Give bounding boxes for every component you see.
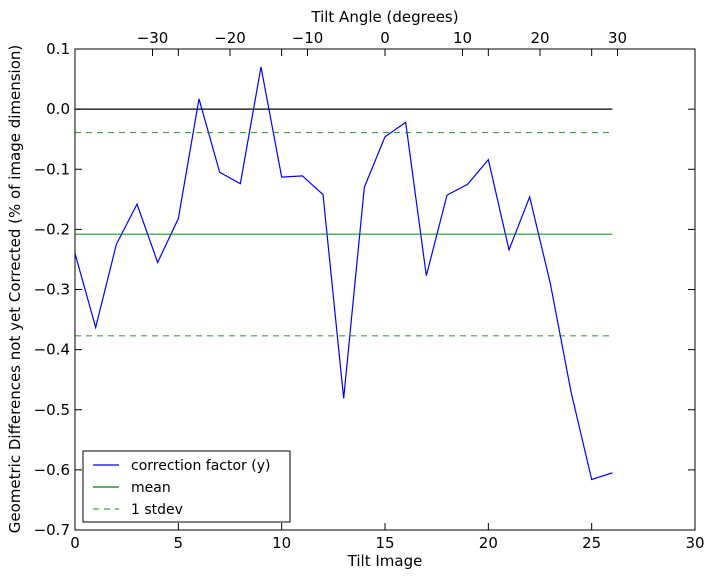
legend-label-mean: mean	[131, 480, 171, 496]
y-tick-label: −0.2	[34, 220, 70, 238]
y-tick-label: −0.1	[34, 160, 70, 178]
x-axis-title: Tilt Image	[347, 552, 423, 570]
y-tick-label: −0.7	[34, 521, 70, 539]
x2-tick-label: 0	[380, 29, 390, 47]
y-tick-label: −0.3	[34, 281, 70, 299]
series-line-0	[74, 66, 613, 481]
y-tick-label: 0.1	[46, 40, 70, 58]
legend: correction factor (y) mean 1 stdev	[82, 450, 291, 523]
x-tick-label: 30	[685, 534, 704, 552]
x-tick-label: 20	[479, 534, 498, 552]
top-axis-title: Tilt Angle (degrees)	[310, 8, 458, 26]
legend-label-correction: correction factor (y)	[131, 458, 270, 474]
y-tick-label: −0.5	[34, 401, 70, 419]
x2-tick-label: 10	[453, 29, 472, 47]
x2-tick-label: −10	[292, 29, 324, 47]
legend-label-stdev: 1 stdev	[131, 502, 183, 518]
x-tick-label: 5	[174, 534, 184, 552]
x2-tick-label: 30	[608, 29, 627, 47]
y-tick-label: −0.6	[34, 461, 70, 479]
y-axis-title: Geometric Differences not yet Corrected …	[6, 45, 24, 534]
x2-tick-label: −30	[137, 29, 169, 47]
x-tick-label: 25	[582, 534, 601, 552]
x2-tick-label: −20	[214, 29, 246, 47]
y-tick-label: −0.4	[34, 341, 70, 359]
x-tick-label: 15	[375, 534, 394, 552]
x-tick-label: 0	[70, 534, 80, 552]
x2-tick-label: 20	[530, 29, 549, 47]
x-tick-label: 10	[272, 534, 291, 552]
y-tick-label: 0.0	[46, 100, 70, 118]
ticks: 0 5 10 15 20 25 30 −30 −20 −10 0 10 20 30 0.1 0.0 −0.1 −0…	[34, 29, 705, 552]
